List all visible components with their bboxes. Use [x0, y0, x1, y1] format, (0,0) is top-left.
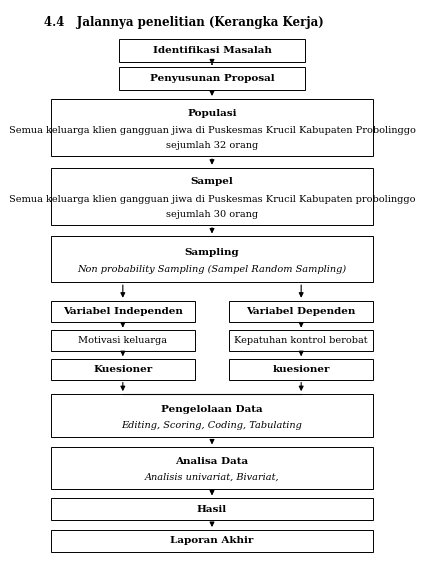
Text: sejumlah 32 orang: sejumlah 32 orang: [166, 141, 258, 150]
FancyBboxPatch shape: [229, 301, 373, 323]
Text: Motivasi keluarga: Motivasi keluarga: [78, 336, 167, 345]
Text: Kuesioner: Kuesioner: [93, 365, 153, 374]
FancyBboxPatch shape: [51, 359, 195, 380]
FancyBboxPatch shape: [51, 236, 373, 282]
Text: Analisis univariat, Bivariat,: Analisis univariat, Bivariat,: [145, 472, 279, 482]
Text: Variabel Dependen: Variabel Dependen: [246, 307, 356, 316]
FancyBboxPatch shape: [51, 301, 195, 323]
Text: Semua keluarga klien gangguan jiwa di Puskesmas Krucil Kabupaten probolinggo: Semua keluarga klien gangguan jiwa di Pu…: [9, 195, 415, 204]
Text: Editing, Scoring, Coding, Tabulating: Editing, Scoring, Coding, Tabulating: [122, 420, 302, 430]
Text: Non probability Sampling (Sampel Random Sampling): Non probability Sampling (Sampel Random …: [78, 265, 346, 274]
Text: Analisa Data: Analisa Data: [176, 457, 248, 467]
FancyBboxPatch shape: [51, 498, 373, 520]
Text: Populasi: Populasi: [187, 109, 237, 118]
FancyBboxPatch shape: [120, 67, 304, 90]
Text: Kepatuhan kontrol berobat: Kepatuhan kontrol berobat: [234, 336, 368, 345]
Text: 4.4   Jalannya penelitian (Kerangka Kerja): 4.4 Jalannya penelitian (Kerangka Kerja): [44, 16, 324, 29]
FancyBboxPatch shape: [51, 394, 373, 437]
Text: Sampel: Sampel: [191, 177, 233, 187]
Text: kuesioner: kuesioner: [272, 365, 330, 374]
FancyBboxPatch shape: [51, 331, 195, 351]
Text: Laporan Akhir: Laporan Akhir: [170, 536, 254, 545]
Text: Pengelolaan Data: Pengelolaan Data: [161, 404, 263, 414]
FancyBboxPatch shape: [120, 39, 304, 62]
Text: Identifikasi Masalah: Identifikasi Masalah: [153, 46, 271, 55]
Text: Sampling: Sampling: [185, 248, 239, 257]
FancyBboxPatch shape: [229, 331, 373, 351]
FancyBboxPatch shape: [51, 530, 373, 552]
Text: sejumlah 30 orang: sejumlah 30 orang: [166, 210, 258, 219]
FancyBboxPatch shape: [51, 99, 373, 156]
FancyBboxPatch shape: [229, 359, 373, 380]
Text: Semua keluarga klien gangguan jiwa di Puskesmas Krucil Kabupaten Probolinggo: Semua keluarga klien gangguan jiwa di Pu…: [8, 126, 416, 135]
Text: Variabel Independen: Variabel Independen: [63, 307, 183, 316]
Text: Penyusunan Proposal: Penyusunan Proposal: [150, 74, 274, 84]
FancyBboxPatch shape: [51, 168, 373, 225]
FancyBboxPatch shape: [51, 448, 373, 488]
Text: Hasil: Hasil: [197, 505, 227, 514]
